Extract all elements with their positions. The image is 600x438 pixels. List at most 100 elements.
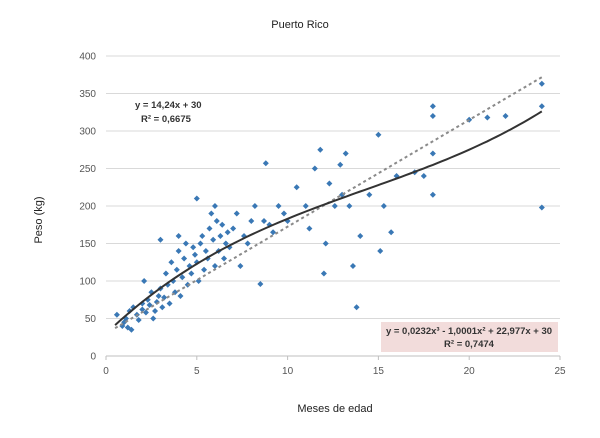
data-point <box>210 236 217 243</box>
data-point <box>152 308 159 314</box>
chart-title: Puerto Rico <box>271 19 328 31</box>
data-point <box>484 114 491 121</box>
data-point <box>155 293 162 299</box>
data-point <box>260 218 267 224</box>
data-point <box>150 315 157 322</box>
data-point <box>538 103 545 110</box>
data-point <box>275 203 282 209</box>
y-tick-label: 300 <box>79 127 96 138</box>
data-point <box>173 266 180 273</box>
data-point <box>538 204 545 211</box>
x-tick-label: 5 <box>194 366 200 377</box>
data-point <box>237 263 244 269</box>
data-point <box>190 244 197 251</box>
data-point <box>262 160 269 167</box>
data-point <box>248 218 255 224</box>
data-point <box>388 229 395 236</box>
data-point <box>113 311 120 318</box>
data-point <box>213 218 220 224</box>
data-point <box>244 240 251 247</box>
data-point <box>302 203 309 209</box>
data-point <box>293 184 300 191</box>
data-point <box>306 225 313 232</box>
y-tick-label: 50 <box>85 314 97 325</box>
data-point <box>211 263 218 269</box>
data-point <box>317 146 324 153</box>
polynomial-annotation-box <box>381 322 558 352</box>
data-point <box>420 173 427 179</box>
data-point <box>142 309 149 316</box>
x-tick-label: 25 <box>554 366 566 377</box>
x-tick-label: 10 <box>282 366 294 377</box>
data-point <box>179 274 186 281</box>
data-point <box>201 266 208 273</box>
data-point <box>211 203 218 209</box>
y-tick-label: 0 <box>90 352 96 363</box>
data-point <box>206 225 213 232</box>
data-point <box>197 240 204 247</box>
data-point <box>195 278 202 284</box>
y-tick-label: 250 <box>79 164 96 175</box>
data-point <box>357 233 364 239</box>
y-tick-label: 400 <box>79 52 96 63</box>
data-point <box>135 317 142 323</box>
data-point <box>124 324 131 331</box>
data-point <box>191 251 198 258</box>
data-point <box>230 225 237 232</box>
data-point <box>175 248 182 254</box>
data-point <box>380 203 387 209</box>
data-point <box>159 304 166 311</box>
y-tick-label: 150 <box>79 239 96 250</box>
data-point <box>429 113 436 119</box>
data-point <box>331 203 338 209</box>
data-point <box>217 233 224 239</box>
data-point <box>320 270 327 277</box>
data-point <box>311 165 318 172</box>
x-tick-label: 15 <box>373 366 385 377</box>
axes: 0 50 100 150 200 250 300 350 400 0 5 10 15 20 25 <box>79 52 566 378</box>
x-tick-label: 0 <box>103 366 109 377</box>
data-point <box>342 150 349 157</box>
data-point <box>326 180 333 187</box>
data-point <box>375 131 382 138</box>
polynomial-equation-label: y = 0,0232x³ - 1,0001x² + 22,977x + 30 <box>386 326 552 337</box>
data-point <box>202 248 209 254</box>
polynomial-r2-label: R² = 0,7474 <box>444 339 495 350</box>
y-tick-label: 200 <box>79 202 96 213</box>
data-point <box>429 103 436 110</box>
gridlines <box>106 55 560 319</box>
data-point <box>221 255 228 262</box>
y-tick-label: 100 <box>79 277 96 288</box>
data-point <box>429 191 436 198</box>
y-tick-label: 350 <box>79 89 96 100</box>
data-point <box>219 221 226 228</box>
y-axis-label: Peso (kg) <box>33 196 45 243</box>
data-point <box>366 191 373 198</box>
data-point <box>280 210 287 217</box>
data-point <box>322 240 329 247</box>
x-tick-label: 20 <box>464 366 476 377</box>
data-point <box>193 195 200 202</box>
data-point <box>538 80 545 87</box>
data-point <box>181 255 188 262</box>
data-point <box>175 233 182 239</box>
data-point <box>177 293 184 299</box>
data-point <box>346 203 353 209</box>
data-point <box>257 281 264 287</box>
data-point <box>161 294 168 301</box>
x-axis-label: Meses de edad <box>297 403 372 415</box>
data-point <box>224 229 231 236</box>
data-point <box>188 270 195 277</box>
linear-equation-label: y = 14,24x + 30 <box>135 100 202 111</box>
data-point <box>502 113 509 119</box>
polynomial-trendline <box>114 110 543 326</box>
data-point <box>233 210 240 217</box>
data-point <box>157 236 164 243</box>
data-point <box>337 161 344 168</box>
linear-r2-label: R² = 0,6675 <box>141 114 192 125</box>
data-point <box>168 259 175 266</box>
data-point <box>139 306 146 313</box>
data-point <box>251 203 258 209</box>
data-point <box>349 263 356 269</box>
data-point <box>166 300 173 307</box>
